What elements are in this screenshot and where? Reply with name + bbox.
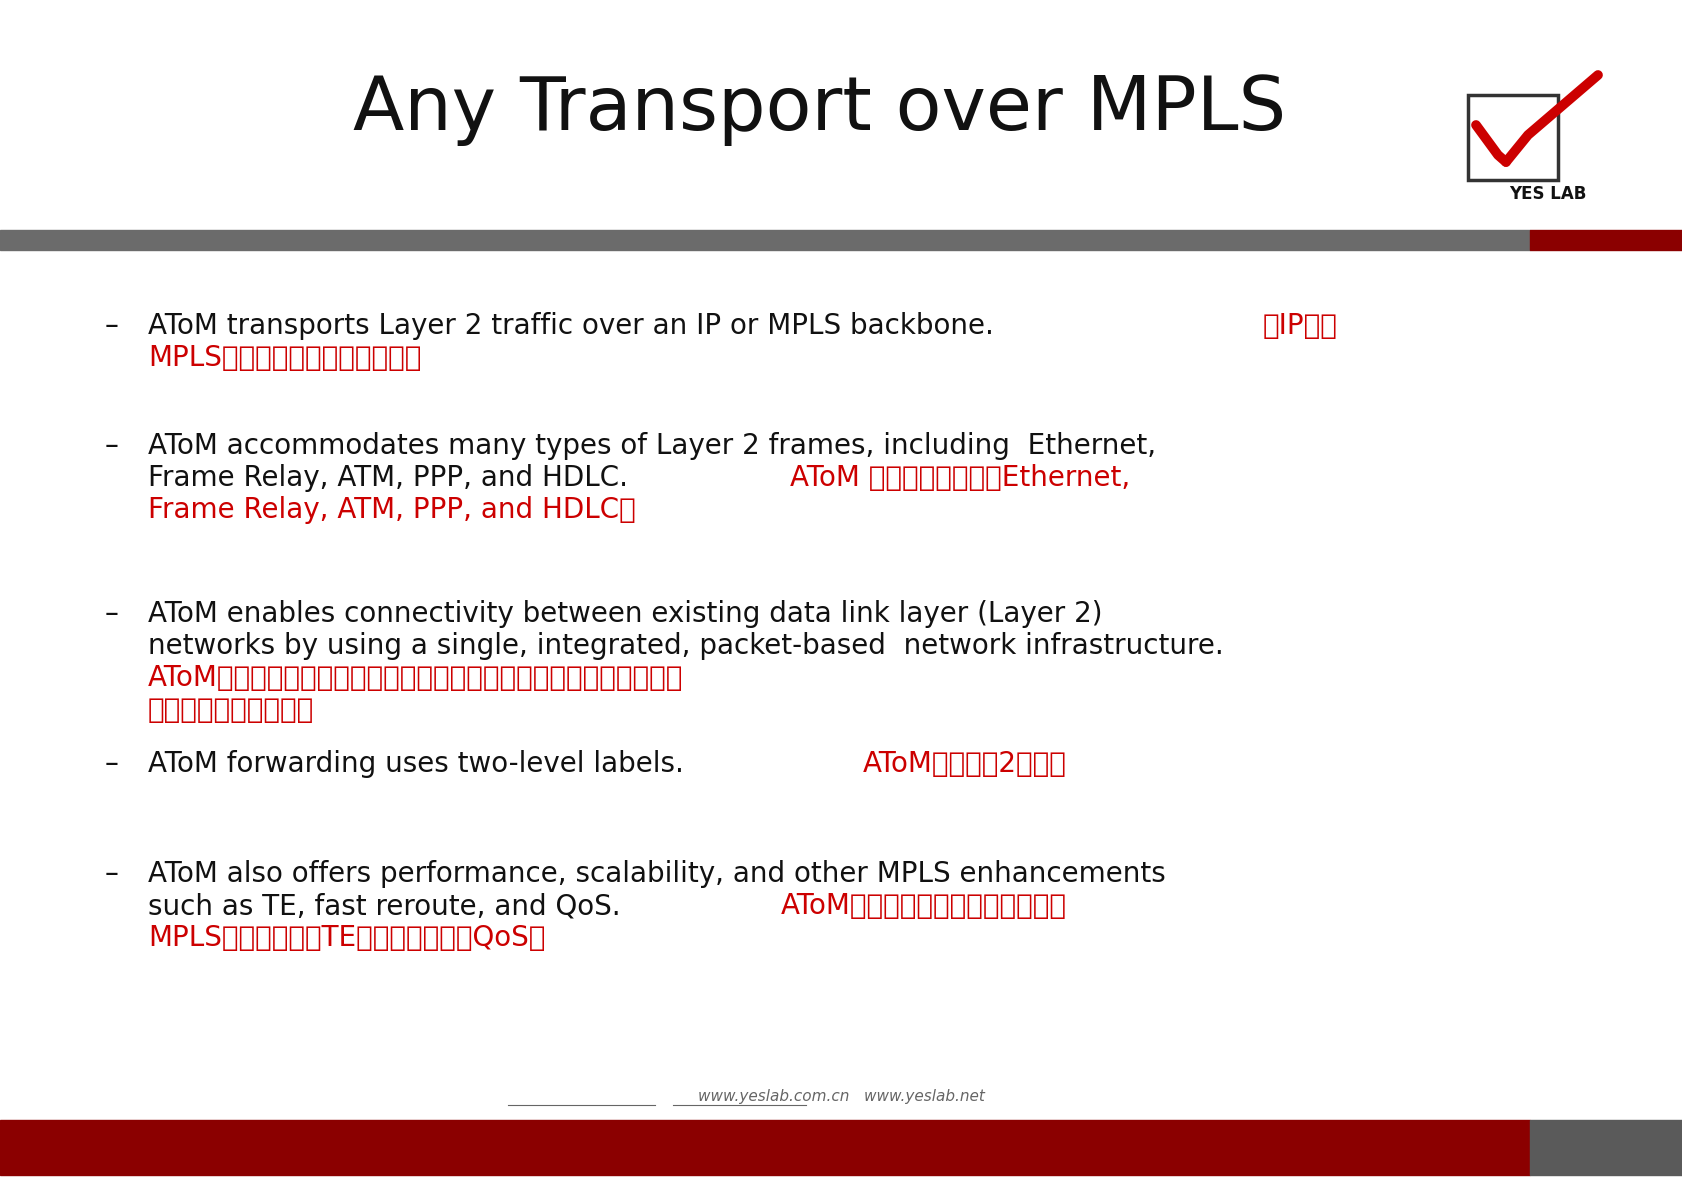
Text: such as TE, fast reroute, and QoS.: such as TE, fast reroute, and QoS. <box>148 892 637 920</box>
Bar <box>1467 95 1558 180</box>
Text: www.yeslab.com.cn   www.yeslab.net: www.yeslab.com.cn www.yeslab.net <box>696 1090 984 1104</box>
Text: –: – <box>104 860 119 888</box>
Text: MPLS增强功能，如TE，快速重路由和QoS。: MPLS增强功能，如TE，快速重路由和QoS。 <box>148 923 545 952</box>
Text: AToM accommodates many types of Layer 2 frames, including  Ethernet,: AToM accommodates many types of Layer 2 … <box>148 432 1156 461</box>
Text: –: – <box>104 600 119 628</box>
Text: YES LAB: YES LAB <box>1509 184 1586 203</box>
Text: AToM还提供性能，可扩展性和其他: AToM还提供性能，可扩展性和其他 <box>780 892 1066 920</box>
Text: –: – <box>104 312 119 340</box>
Text: AToM enables connectivity between existing data link layer (Layer 2): AToM enables connectivity between existi… <box>148 600 1102 628</box>
Text: AToM 支持各种二层协议Ethernet,: AToM 支持各种二层协议Ethernet, <box>791 464 1130 491</box>
Text: Frame Relay, ATM, PPP, and HDLC.: Frame Relay, ATM, PPP, and HDLC. <box>148 464 646 491</box>
Text: AToM最美妙之处在于能够在单个的基于包交换的网络里提供各种目前: AToM最美妙之处在于能够在单个的基于包交换的网络里提供各种目前 <box>148 664 683 693</box>
Bar <box>0 1120 1529 1175</box>
Text: 使用的二层协议的连接: 使用的二层协议的连接 <box>148 696 315 724</box>
Text: AToM also offers performance, scalability, and other MPLS enhancements: AToM also offers performance, scalabilit… <box>148 860 1166 888</box>
Bar <box>1529 1120 1682 1175</box>
Text: AToM transports Layer 2 traffic over an IP or MPLS backbone.: AToM transports Layer 2 traffic over an … <box>148 312 1011 340</box>
Text: AToM forwarding uses two-level labels.: AToM forwarding uses two-level labels. <box>148 750 701 778</box>
Bar <box>1529 230 1682 250</box>
Text: 在IP或者: 在IP或者 <box>1262 312 1337 340</box>
Text: AToM转发需要2层标签: AToM转发需要2层标签 <box>861 750 1066 778</box>
Text: networks by using a single, integrated, packet-based  network infrastructure.: networks by using a single, integrated, … <box>148 632 1223 660</box>
Text: MPLS骨干网上传送各种二层流量: MPLS骨干网上传送各种二层流量 <box>148 344 420 372</box>
Text: –: – <box>104 432 119 461</box>
Text: Frame Relay, ATM, PPP, and HDLC。: Frame Relay, ATM, PPP, and HDLC。 <box>148 496 636 524</box>
Text: –: – <box>104 750 119 778</box>
Text: Any Transport over MPLS: Any Transport over MPLS <box>353 74 1285 146</box>
Bar <box>0 230 1529 250</box>
